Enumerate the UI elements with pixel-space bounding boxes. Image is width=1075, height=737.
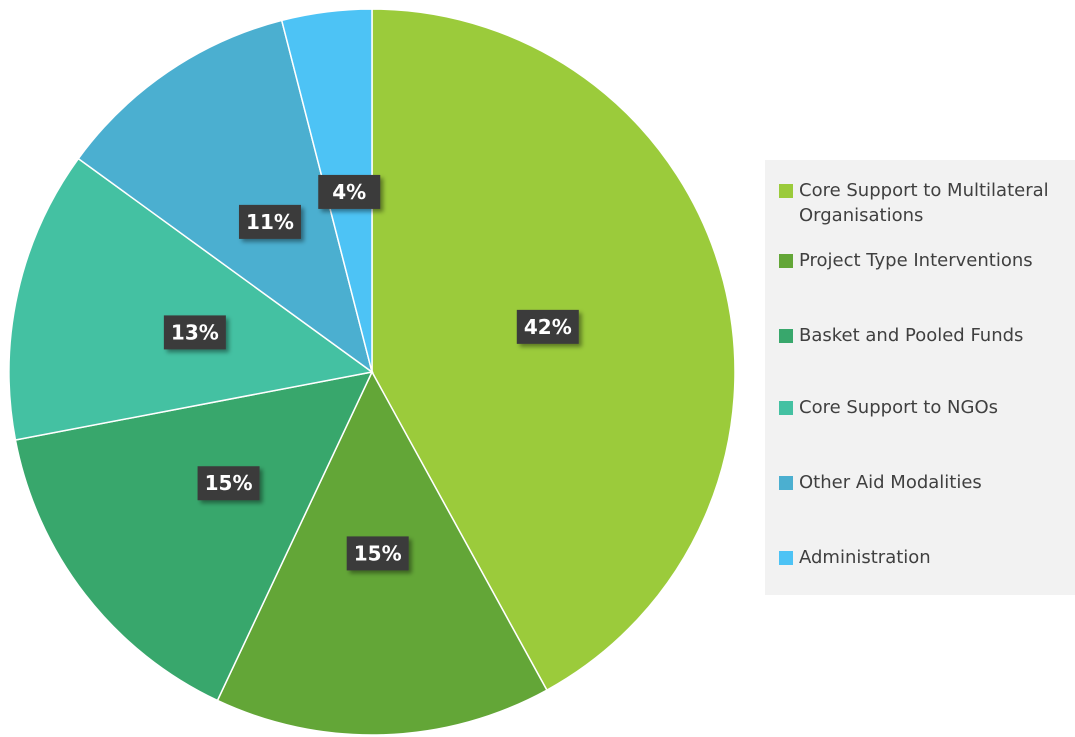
legend-label: Core Support to Multilateral Organisatio… [799,180,1049,226]
legend-swatch [779,551,793,565]
pie-slice [14,370,374,702]
data-label-box [346,536,409,571]
data-label-box [197,466,260,501]
legend-label: Basket and Pooled Funds [799,325,1024,346]
pie-slice [8,157,374,441]
data-label-text: 42% [524,315,572,339]
data-label-box [238,204,301,239]
legend-label: Administration [799,547,931,568]
data-label-box [163,315,226,350]
data-label: 4% [318,174,381,209]
pie-slice [371,8,736,692]
legend: Core Support to Multilateral Organisatio… [765,160,1075,595]
legend-swatch [779,476,793,490]
legend-label: Project Type Interventions [799,250,1033,271]
legend-item: Core Support to Multilateral Organisatio… [779,178,1075,228]
data-label: 42% [516,309,579,344]
data-label-text: 15% [354,541,402,565]
data-label-box [318,174,381,209]
legend-item: Other Aid Modalities [779,470,1075,495]
data-label-text: 15% [205,471,253,495]
legend-item: Project Type Interventions [779,248,1075,273]
data-label-box [516,309,579,344]
legend-swatch [779,401,793,415]
data-label-text: 4% [332,180,366,204]
data-label: 15% [197,466,260,501]
legend-item: Core Support to NGOs [779,395,1075,420]
data-label: 15% [346,536,409,571]
data-label: 11% [238,204,301,239]
data-label: 13% [163,315,226,350]
pie-slice [77,19,374,374]
legend-item: Basket and Pooled Funds [779,323,1075,348]
legend-swatch [779,329,793,343]
legend-swatch [779,254,793,268]
data-label-text: 11% [246,210,294,234]
legend-swatch [779,184,793,198]
legend-label: Core Support to NGOs [799,397,999,418]
legend-label: Other Aid Modalities [799,472,982,493]
data-label-text: 13% [171,320,219,344]
legend-item: Administration [779,545,1075,570]
